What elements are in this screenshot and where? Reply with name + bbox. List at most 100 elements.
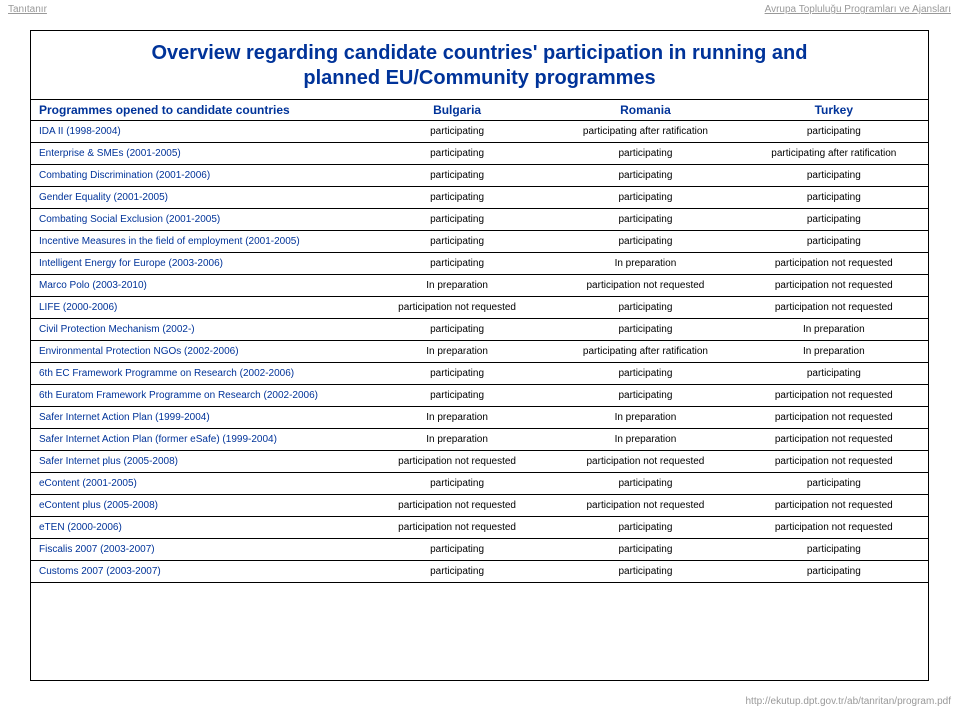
status-cell: participating — [551, 363, 739, 385]
table-row: Incentive Measures in the field of emplo… — [31, 231, 928, 253]
table-row: eContent plus (2005-2008)participation n… — [31, 495, 928, 517]
status-cell: participating — [740, 363, 928, 385]
status-cell: participation not requested — [740, 253, 928, 275]
doc-header-right: Avrupa Topluluğu Programları ve Ajanslar… — [765, 4, 951, 15]
table-row: Safer Internet Action Plan (former eSafe… — [31, 429, 928, 451]
table-row: Gender Equality (2001-2005)participating… — [31, 187, 928, 209]
programme-name: Safer Internet plus (2005-2008) — [31, 451, 363, 473]
status-cell: participating — [363, 385, 551, 407]
status-cell: participation not requested — [740, 275, 928, 297]
table-header-row: Programmes opened to candidate countries… — [31, 100, 928, 121]
status-cell: participation not requested — [363, 495, 551, 517]
status-cell: In preparation — [740, 319, 928, 341]
programme-name: eContent plus (2005-2008) — [31, 495, 363, 517]
table-row: Marco Polo (2003-2010)In preparationpart… — [31, 275, 928, 297]
status-cell: In preparation — [363, 341, 551, 363]
participation-table: Programmes opened to candidate countries… — [31, 99, 928, 583]
table-row: 6th Euratom Framework Programme on Resea… — [31, 385, 928, 407]
status-cell: participation not requested — [740, 517, 928, 539]
status-cell: participating — [740, 473, 928, 495]
status-cell: participation not requested — [740, 495, 928, 517]
status-cell: participating — [551, 231, 739, 253]
table-row: Intelligent Energy for Europe (2003-2006… — [31, 253, 928, 275]
status-cell: participating — [551, 561, 739, 583]
status-cell: participating — [740, 539, 928, 561]
doc-footer-url: http://ekutup.dpt.gov.tr/ab/tanritan/pro… — [746, 696, 952, 707]
status-cell: participating after ratification — [551, 341, 739, 363]
programme-name: Combating Social Exclusion (2001-2005) — [31, 209, 363, 231]
status-cell: participation not requested — [551, 451, 739, 473]
programme-name: Environmental Protection NGOs (2002-2006… — [31, 341, 363, 363]
status-cell: participation not requested — [363, 517, 551, 539]
programme-name: Fiscalis 2007 (2003-2007) — [31, 539, 363, 561]
programme-name: Incentive Measures in the field of emplo… — [31, 231, 363, 253]
table-row: Environmental Protection NGOs (2002-2006… — [31, 341, 928, 363]
status-cell: participating — [740, 187, 928, 209]
status-cell: participating — [551, 187, 739, 209]
status-cell: participating — [551, 385, 739, 407]
status-cell: In preparation — [740, 341, 928, 363]
table-row: Safer Internet plus (2005-2008)participa… — [31, 451, 928, 473]
status-cell: participation not requested — [740, 407, 928, 429]
status-cell: participating — [551, 297, 739, 319]
status-cell: participating — [551, 209, 739, 231]
title-line-1: Overview regarding candidate countries' … — [152, 42, 808, 64]
status-cell: In preparation — [551, 429, 739, 451]
programme-name: Gender Equality (2001-2005) — [31, 187, 363, 209]
table-row: Customs 2007 (2003-2007)participatingpar… — [31, 561, 928, 583]
table-row: eContent (2001-2005)participatingpartici… — [31, 473, 928, 495]
status-cell: participating — [363, 231, 551, 253]
status-cell: participating after ratification — [551, 121, 739, 143]
programme-name: IDA II (1998-2004) — [31, 121, 363, 143]
programme-name: Safer Internet Action Plan (1999-2004) — [31, 407, 363, 429]
status-cell: participating — [363, 253, 551, 275]
status-cell: participating — [551, 143, 739, 165]
table-row: Combating Discrimination (2001-2006)part… — [31, 165, 928, 187]
status-cell: participating — [740, 231, 928, 253]
col-header-romania: Romania — [551, 100, 739, 121]
status-cell: participating — [363, 143, 551, 165]
table-row: LIFE (2000-2006)participation not reques… — [31, 297, 928, 319]
table-row: 6th EC Framework Programme on Research (… — [31, 363, 928, 385]
table-row: IDA II (1998-2004)participatingparticipa… — [31, 121, 928, 143]
status-cell: participation not requested — [740, 385, 928, 407]
col-header-bulgaria: Bulgaria — [363, 100, 551, 121]
status-cell: participating — [363, 473, 551, 495]
status-cell: participating — [363, 561, 551, 583]
status-cell: participation not requested — [740, 429, 928, 451]
programme-name: LIFE (2000-2006) — [31, 297, 363, 319]
table-body: IDA II (1998-2004)participatingparticipa… — [31, 121, 928, 583]
status-cell: participating — [363, 209, 551, 231]
status-cell: participating — [551, 539, 739, 561]
programme-name: Marco Polo (2003-2010) — [31, 275, 363, 297]
status-cell: participating — [363, 121, 551, 143]
status-cell: participation not requested — [551, 495, 739, 517]
status-cell: participating — [363, 187, 551, 209]
table-row: Safer Internet Action Plan (1999-2004) In… — [31, 407, 928, 429]
table-row: Combating Social Exclusion (2001-2005)pa… — [31, 209, 928, 231]
status-cell: In preparation — [551, 253, 739, 275]
status-cell: participation not requested — [551, 275, 739, 297]
programme-name: 6th EC Framework Programme on Research (… — [31, 363, 363, 385]
status-cell: In preparation — [363, 429, 551, 451]
status-cell: participating — [740, 121, 928, 143]
status-cell: participating — [551, 165, 739, 187]
programme-name: 6th Euratom Framework Programme on Resea… — [31, 385, 363, 407]
status-cell: participating — [740, 165, 928, 187]
status-cell: participating — [551, 319, 739, 341]
table-row: Fiscalis 2007 (2003-2007) participatingpa… — [31, 539, 928, 561]
title-line-2: planned EU/Community programmes — [303, 67, 655, 89]
table-row: Civil Protection Mechanism (2002-) partic… — [31, 319, 928, 341]
programme-name: eContent (2001-2005) — [31, 473, 363, 495]
col-header-programmes: Programmes opened to candidate countries — [31, 100, 363, 121]
status-cell: participation not requested — [363, 451, 551, 473]
status-cell: In preparation — [363, 275, 551, 297]
status-cell: participation not requested — [363, 297, 551, 319]
programme-name: eTEN (2000-2006) — [31, 517, 363, 539]
status-cell: In preparation — [551, 407, 739, 429]
programme-name: Civil Protection Mechanism (2002-) — [31, 319, 363, 341]
status-cell: participating — [363, 363, 551, 385]
status-cell: participating after ratification — [740, 143, 928, 165]
status-cell: participating — [740, 561, 928, 583]
status-cell: participating — [363, 165, 551, 187]
